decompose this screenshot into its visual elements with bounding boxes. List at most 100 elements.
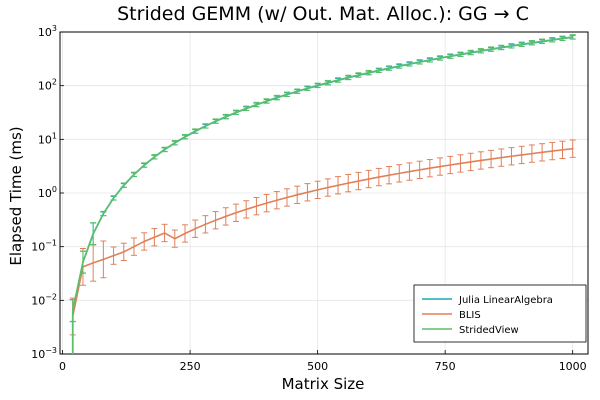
data-point: [459, 53, 462, 56]
x-tick-label: 750: [435, 360, 456, 373]
data-point: [347, 182, 350, 184]
data-point: [276, 96, 278, 99]
data-point: [327, 81, 329, 84]
data-point: [357, 74, 360, 76]
chart-title: Strided GEMM (w/ Out. Mat. Alloc.): GG →…: [117, 3, 529, 25]
data-point: [245, 107, 247, 110]
data-point: [418, 61, 421, 63]
data-point: [408, 170, 411, 173]
y-tick-label: 10−3: [31, 346, 57, 361]
data-point: [173, 141, 176, 144]
y-tick-label: 101: [38, 131, 57, 146]
data-point: [184, 135, 186, 138]
data-point: [469, 51, 472, 54]
data-point: [286, 93, 288, 96]
data-point: [469, 161, 472, 163]
data-point: [541, 151, 543, 154]
data-point: [286, 196, 288, 199]
data-point: [133, 173, 135, 176]
data-point: [500, 46, 503, 49]
data-point: [122, 184, 125, 186]
x-axis-ticks: 0 250 500 750 1000: [59, 350, 587, 373]
data-point: [184, 232, 186, 235]
data-point: [357, 180, 360, 182]
y-tick-label: 10−1: [31, 239, 57, 254]
data-point: [531, 152, 533, 155]
data-point: [204, 125, 207, 127]
data-point: [296, 194, 299, 196]
data-point: [418, 169, 421, 171]
data-point: [255, 205, 258, 207]
data-point: [225, 115, 227, 118]
data-point: [520, 154, 523, 156]
data-point: [327, 186, 329, 189]
data-point: [541, 40, 543, 43]
data-point: [122, 251, 125, 253]
x-axis-label: Matrix Size: [282, 375, 365, 393]
data-point: [490, 48, 492, 50]
data-point: [367, 178, 370, 180]
data-point: [398, 65, 401, 67]
series-stridedview: [69, 34, 576, 355]
legend-label: BLIS: [459, 310, 481, 321]
data-point: [408, 63, 411, 65]
data-point: [378, 69, 380, 72]
data-point: [204, 223, 207, 226]
data-point: [500, 156, 503, 159]
y-tick-label: 103: [38, 24, 57, 39]
data-point: [296, 90, 299, 93]
legend-label: Julia LinearAlgebra: [458, 295, 553, 306]
y-tick-label: 10−2: [31, 292, 57, 307]
data-point: [306, 87, 309, 90]
data-point: [378, 176, 380, 178]
data-point: [551, 38, 554, 41]
legend: Julia LinearAlgebra BLIS StridedView: [413, 284, 587, 343]
x-tick-label: 0: [59, 360, 66, 373]
data-point: [173, 237, 176, 240]
data-point: [510, 155, 513, 158]
data-point: [235, 211, 237, 214]
data-point: [163, 148, 166, 151]
data-point: [276, 199, 278, 202]
data-point: [153, 236, 156, 239]
data-point: [337, 184, 339, 187]
data-point: [265, 202, 268, 204]
data-point: [225, 215, 227, 218]
data-point: [490, 158, 492, 160]
data-point: [571, 147, 574, 150]
data-point: [82, 261, 84, 263]
data-point: [102, 258, 105, 261]
data-point: [316, 84, 319, 87]
data-point: [255, 103, 258, 106]
data-point: [235, 111, 237, 114]
data-point: [439, 165, 441, 168]
data-point: [449, 164, 452, 166]
data-point: [71, 309, 74, 312]
data-point: [143, 164, 145, 166]
data-point: [480, 49, 482, 52]
data-point: [337, 79, 339, 81]
y-axis-ticks: 10−3 10−2 10−1 100 101 102 103: [31, 24, 64, 361]
data-point: [459, 162, 462, 165]
data-point: [439, 57, 441, 59]
x-tick-label: 500: [307, 360, 328, 373]
data-point: [480, 159, 482, 162]
series-layer: [69, 34, 576, 355]
legend-label: StridedView: [459, 325, 519, 336]
data-point: [133, 245, 135, 248]
data-point: [265, 100, 268, 102]
data-point: [112, 254, 115, 257]
data-point: [194, 130, 196, 132]
data-point: [143, 240, 145, 243]
data-point: [316, 189, 319, 191]
data-point: [245, 208, 247, 211]
data-point: [398, 172, 401, 175]
data-point: [561, 37, 564, 40]
data-point: [102, 212, 105, 215]
data-point: [531, 41, 533, 44]
data-point: [561, 149, 564, 151]
data-point: [163, 232, 166, 234]
data-point: [571, 36, 574, 38]
x-tick-label: 250: [180, 360, 201, 373]
